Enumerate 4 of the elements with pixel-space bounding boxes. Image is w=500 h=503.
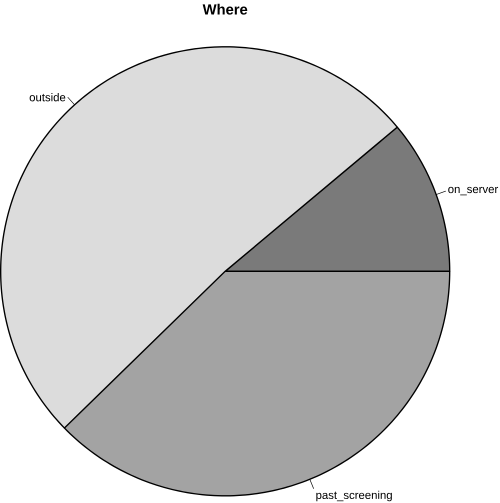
slice-label: past_screening [316,490,392,502]
slice-label: on_server [448,186,498,196]
slice-label: outside [30,93,66,102]
chart-title: Where [202,4,248,15]
